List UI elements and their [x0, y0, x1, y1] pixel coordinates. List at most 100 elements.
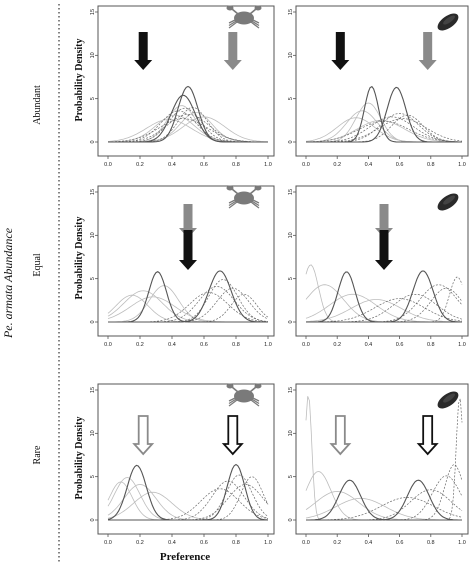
- light-density-curve: [107, 481, 268, 521]
- y-tick-label: 10: [90, 232, 96, 238]
- x-tick-label: 1.0: [264, 342, 272, 348]
- y-tick-label: 10: [90, 52, 96, 58]
- panel-frame: [295, 185, 469, 337]
- row-label-equal: Equal: [32, 253, 43, 277]
- dashed-density-curve: [108, 292, 268, 323]
- gray-arrow: [179, 204, 197, 238]
- x-tick-label: 0.4: [168, 540, 176, 546]
- x-tick-label: 0.8: [427, 540, 435, 546]
- y-tick-label: 0: [288, 140, 294, 143]
- x-tick-label: 0.0: [302, 342, 310, 348]
- density-curves: [107, 85, 269, 143]
- y-tick-label: 5: [288, 97, 294, 100]
- gray-arrow: [375, 204, 393, 238]
- panel-equal-mussel: 0.0 0.2 0.4 0.6 0.8 1.0 0 5 10 15: [288, 185, 469, 348]
- light-density-curve: [107, 296, 268, 323]
- x-tick-label: 0.8: [232, 342, 240, 348]
- x-tick-label: 0.2: [333, 540, 341, 546]
- light-density-curve: [306, 102, 462, 143]
- black-arrow: [416, 415, 439, 456]
- x-tick-label: 1.0: [458, 540, 466, 546]
- density-curves: [107, 270, 269, 323]
- x-tick-label: 0.8: [427, 342, 435, 348]
- y-tick-label: 15: [90, 9, 96, 15]
- panel-abundant-crab: 0.0 0.2 0.4 0.6 0.8 1.0 0 5 10 15: [90, 5, 275, 168]
- dashed-density-curve: [108, 107, 268, 143]
- mean-density-curve: [108, 271, 268, 323]
- panel-frame: [97, 5, 275, 157]
- mean-density-curve: [108, 94, 268, 143]
- y-tick-label: 15: [90, 189, 96, 195]
- x-tick-label: 0.0: [104, 342, 112, 348]
- dashed-density-curve: [108, 107, 268, 143]
- crab-icon: [226, 5, 262, 29]
- light-density-curve: [305, 396, 462, 521]
- mean-density-curve: [108, 270, 268, 323]
- x-tick-label: 0.8: [232, 540, 240, 546]
- y-tick-label: 10: [288, 232, 294, 238]
- crab-icon: [226, 185, 262, 209]
- x-tick-label: 0.2: [136, 540, 144, 546]
- mean-density-curve: [306, 479, 462, 521]
- black-arrow: [134, 32, 153, 70]
- x-tick-label: 0.6: [200, 162, 208, 168]
- row-label-rare: Rare: [32, 445, 43, 464]
- x-tick-label: 0.0: [302, 540, 310, 546]
- light-density-curve: [305, 110, 462, 143]
- y-tick-label: 0: [288, 518, 294, 521]
- x-tick-label: 0.4: [365, 162, 373, 168]
- gray-arrow: [132, 415, 155, 456]
- x-axis-label: Preference: [160, 551, 210, 563]
- mean-density-curve: [306, 85, 462, 143]
- x-tick-label: 0.4: [168, 342, 176, 348]
- black-arrow: [221, 415, 244, 456]
- gray-arrow: [329, 415, 352, 456]
- panel-abundant-mussel: 0.0 0.2 0.4 0.6 0.8 1.0 0 5 10 15: [288, 5, 469, 168]
- y-tick-label: 5: [288, 475, 294, 478]
- dashed-density-curve: [306, 398, 463, 521]
- dashed-density-curve: [306, 464, 463, 521]
- side-label: Pe. armata Abundance: [1, 227, 15, 339]
- x-tick-label: 0.4: [168, 162, 176, 168]
- x-tick-label: 0.6: [200, 540, 208, 546]
- x-tick-label: 0.4: [365, 540, 373, 546]
- y-tick-label: 0: [90, 140, 96, 143]
- x-tick-label: 0.2: [136, 162, 144, 168]
- panel-equal-crab: 0.0 0.2 0.4 0.6 0.8 1.0 0 5 10 15: [90, 185, 275, 348]
- density-curves: [305, 396, 463, 521]
- y-tick-label: 5: [90, 97, 96, 100]
- y-tick-label: 15: [90, 387, 96, 393]
- y-tick-label: 5: [90, 277, 96, 280]
- panel-frame: [295, 383, 469, 535]
- x-tick-label: 1.0: [458, 342, 466, 348]
- y-axis-label-abundant: Probability Density: [74, 39, 85, 122]
- dashed-density-curve: [306, 284, 463, 323]
- x-tick-label: 0.0: [302, 162, 310, 168]
- black-arrow: [331, 32, 350, 70]
- y-tick-label: 5: [90, 475, 96, 478]
- dashed-density-curve: [108, 118, 269, 143]
- dashed-density-curve: [108, 293, 269, 323]
- y-axis-label-rare: Probability Density: [74, 417, 85, 500]
- gray-arrow: [223, 32, 242, 70]
- x-tick-label: 1.0: [458, 162, 466, 168]
- black-arrow: [179, 230, 197, 270]
- x-tick-label: 0.6: [396, 162, 404, 168]
- y-tick-label: 0: [288, 320, 294, 323]
- density-curves: [107, 463, 269, 521]
- x-tick-label: 0.8: [232, 162, 240, 168]
- dashed-density-curve: [108, 476, 269, 521]
- panel-frame: [97, 185, 275, 337]
- light-density-curve: [305, 264, 462, 323]
- mean-density-curve: [108, 85, 268, 143]
- mussel-icon: [437, 391, 459, 409]
- gray-arrow: [418, 32, 437, 70]
- mussel-icon: [437, 13, 459, 31]
- panel-rare-mussel: 0.0 0.2 0.4 0.6 0.8 1.0 0 5 10 15: [288, 383, 469, 546]
- y-tick-label: 10: [288, 52, 294, 58]
- dashed-density-curve: [108, 488, 269, 521]
- x-tick-label: 0.0: [104, 540, 112, 546]
- y-axis-label-equal: Probability Density: [74, 217, 85, 300]
- x-tick-label: 0.6: [396, 342, 404, 348]
